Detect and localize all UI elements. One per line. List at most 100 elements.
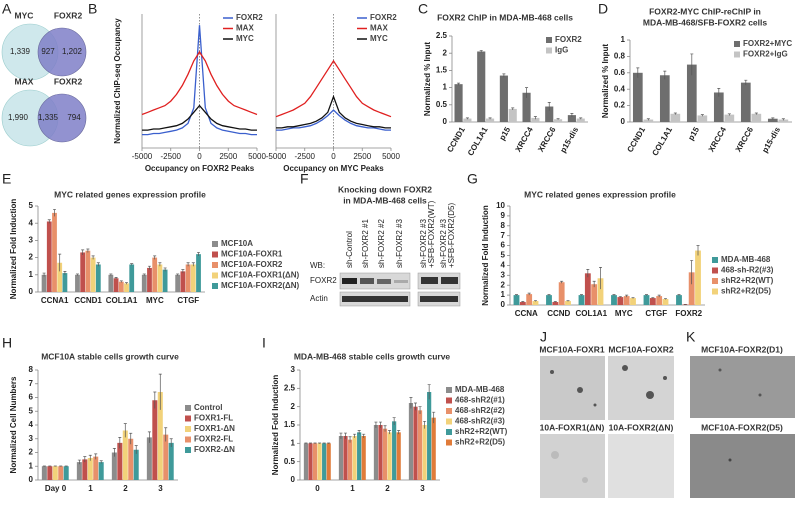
bar (347, 439, 353, 480)
bar (343, 436, 348, 480)
bar (584, 273, 591, 305)
image-label: 10A-FOXR1(ΔN) (540, 422, 605, 432)
legend-label: FOXR1-FL (194, 414, 233, 423)
bar (124, 283, 129, 292)
error-bar (744, 79, 748, 86)
bar (185, 264, 191, 292)
y-tick-label: 2 (443, 48, 448, 57)
error-bar (488, 117, 492, 120)
x-tick-label: 0 (331, 152, 336, 161)
bar (98, 462, 104, 480)
error-bar (130, 263, 134, 266)
error-bar (560, 280, 564, 284)
bar (52, 466, 58, 480)
error-bar (42, 465, 46, 467)
western-blot: Knocking down FOXR2 in MDA-MB-468 cells … (310, 184, 461, 307)
chart-title: MDA-MB-468/SFB-FOXR2 cells (643, 17, 767, 27)
panel-letter: K (686, 329, 696, 345)
lane-label: +SFB-FOXR2(D5) (447, 203, 456, 268)
bar (659, 75, 670, 122)
chart-title: MYC related genes expression profile (54, 189, 206, 199)
bar (128, 438, 134, 480)
x-tick-label: -5000 (132, 152, 153, 161)
bar (751, 113, 762, 122)
y-tick-label: 0.5 (284, 457, 296, 466)
y-tick-label: 10 (496, 201, 505, 210)
bar (41, 466, 47, 480)
x-tick-label: MYC (615, 309, 633, 318)
y-tick-label: 2.5 (284, 383, 296, 392)
y-tick-label: 0 (29, 475, 34, 484)
y-tick-label: 5 (29, 201, 34, 210)
error-bar (525, 87, 529, 98)
bar (686, 64, 697, 122)
y-tick-label: 0 (501, 300, 506, 309)
x-tick-label: Day 0 (45, 484, 67, 493)
y-axis-label: Normalized % Input (423, 42, 432, 117)
colony (577, 387, 583, 393)
bar (576, 118, 585, 122)
blot-band (360, 278, 374, 284)
x-tick-label: XRCC4 (707, 125, 729, 153)
error-bar (636, 67, 640, 78)
bar (778, 119, 789, 122)
bar (392, 421, 397, 480)
legend-swatch (712, 257, 718, 263)
error-bar (700, 114, 704, 117)
y-tick-label: 0.4 (614, 84, 626, 93)
error-bar (457, 82, 461, 86)
error-bar (547, 102, 551, 111)
legend-label: MAX (370, 24, 388, 33)
colony (663, 376, 667, 380)
bar (152, 257, 158, 292)
error-bar (556, 118, 560, 120)
legend-label: MYC (370, 34, 388, 43)
error-bar (125, 282, 129, 285)
colony (582, 477, 588, 483)
error-bar (781, 118, 785, 121)
error-bar (533, 116, 537, 120)
x-tick-label: 3 (158, 484, 163, 493)
error-bar (83, 456, 87, 463)
y-tick-label: 1 (621, 35, 626, 44)
legend-label: MCF10A (221, 239, 253, 248)
error-bar (48, 465, 52, 467)
bar (643, 119, 654, 122)
lane-label: sh-FOXR2 #2 (377, 219, 386, 268)
error-bar (566, 300, 570, 302)
bar (52, 212, 57, 292)
venn-count: 1,339 (10, 47, 31, 56)
x-tick-label: p15-dis (760, 125, 782, 154)
x-tick-label: CCNA (515, 309, 538, 318)
bar (611, 295, 617, 305)
bar (499, 75, 508, 122)
series-line (276, 109, 391, 131)
error-bar (158, 373, 162, 410)
micrograph (608, 356, 674, 420)
bar (630, 298, 636, 305)
error-bar (42, 272, 46, 277)
error-bar (86, 248, 90, 253)
y-tick-label: 2 (29, 253, 34, 262)
x-tick-label: 5000 (382, 152, 400, 161)
error-bar (158, 262, 162, 267)
error-bar (618, 296, 622, 298)
x-tick-label: p15 (686, 125, 701, 142)
legend-swatch (546, 47, 552, 54)
panel-letter: B (88, 1, 97, 17)
error-bar (677, 294, 681, 296)
error-bar (383, 425, 387, 432)
bar (113, 278, 119, 292)
bar (486, 118, 495, 122)
bar (122, 430, 128, 480)
error-bar (94, 453, 98, 460)
error-bar (191, 262, 195, 267)
blot-band (342, 296, 408, 302)
bar (141, 274, 147, 292)
bar (326, 443, 331, 480)
error-bar (123, 423, 127, 438)
bar (713, 92, 724, 122)
y-tick-label: 2 (29, 448, 34, 457)
error-bar (392, 417, 396, 425)
bar (662, 299, 669, 305)
